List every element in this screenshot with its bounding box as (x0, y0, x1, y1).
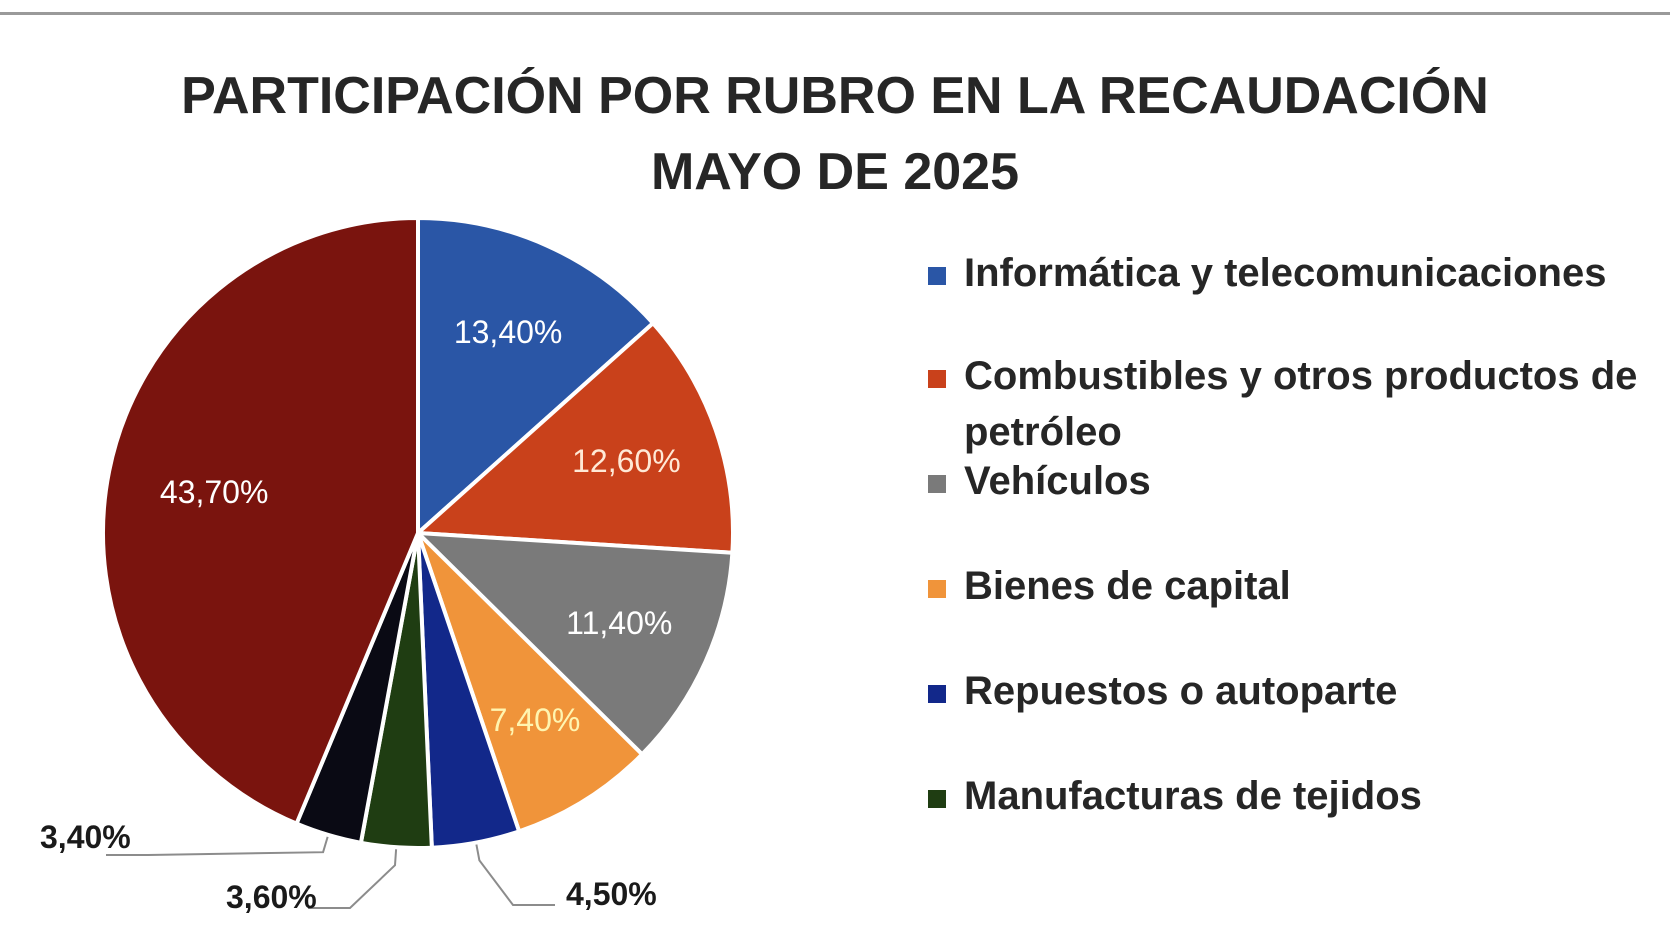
legend-item-vehiculos: Vehículos (928, 453, 1668, 509)
slice-label: 13,40% (454, 314, 563, 350)
legend-item-repuestos: Repuestos o autoparte (928, 663, 1668, 719)
leader-line (473, 836, 555, 906)
slice-label: 4,50% (566, 876, 657, 912)
legend-label: Combustibles y otros productos de petról… (964, 354, 1638, 454)
chart-subtitle: MAYO DE 2025 (650, 143, 1020, 201)
chart-title-block: PARTICIPACIÓN POR RUBRO EN LA RECAUDACIÓ… (0, 58, 1670, 210)
pie-slice (101, 215, 420, 827)
legend-swatch (928, 370, 946, 388)
pie-slice (412, 530, 735, 758)
legend-swatch (928, 685, 946, 703)
legend-item-bienes-de-capital: Bienes de capital (928, 558, 1668, 614)
slice-label: 12,60% (572, 443, 681, 479)
legend-label: Vehículos (964, 459, 1151, 503)
slice-label: 3,40% (40, 819, 131, 855)
leader-line (308, 840, 398, 909)
legend-swatch (928, 475, 946, 493)
legend-label: Manufacturas de tejidos (964, 774, 1422, 818)
legend-swatch (928, 580, 946, 598)
legend-item-manufacturas: Manufacturas de tejidos (928, 768, 1668, 824)
legend-label: Informática y telecomunicaciones (964, 251, 1607, 295)
legend-label: Repuestos o autoparte (964, 669, 1398, 713)
legend-swatch (928, 267, 946, 285)
legend-item-combustibles: Combustibles y otros productos de petról… (928, 348, 1668, 460)
slice-label: 11,40% (566, 605, 672, 641)
slice-label: 7,40% (490, 702, 581, 738)
pie-slice (413, 320, 735, 555)
pie-slice (416, 215, 656, 538)
chart-title: PARTICIPACIÓN POR RUBRO EN LA RECAUDACIÓ… (181, 67, 1489, 125)
legend-item-informatica: Informática y telecomunicaciones (928, 245, 1668, 301)
slice-label: 3,60% (226, 879, 317, 915)
pie-slice (416, 531, 645, 834)
leader-line (106, 828, 331, 856)
top-rule (0, 12, 1670, 15)
slice-label: 43,70% (160, 474, 269, 510)
legend-swatch (928, 790, 946, 808)
legend-label: Bienes de capital (964, 564, 1291, 608)
